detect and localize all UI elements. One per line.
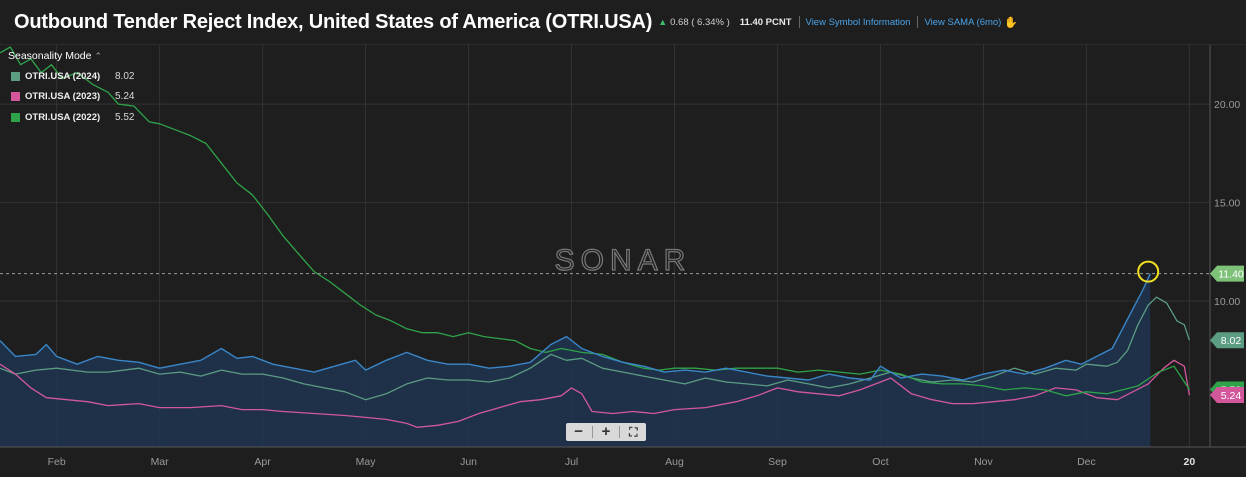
chart-header: Outbound Tender Reject Index, United Sta… — [0, 0, 1246, 45]
x-tick-label: Apr — [254, 456, 271, 468]
x-tick-label: Jun — [460, 456, 477, 468]
legend: Seasonality Mode ⌃ OTRI.USA (2024) 8.02 O… — [8, 50, 134, 128]
zoom-in-button[interactable]: + — [601, 423, 611, 440]
highlight-circle — [1137, 260, 1160, 283]
separator — [917, 16, 919, 28]
separator — [619, 426, 621, 438]
x-tick-label: Nov — [974, 456, 993, 468]
series-area-current — [0, 273, 1151, 447]
separator — [798, 16, 800, 28]
series-layer — [0, 46, 1191, 447]
x-tick-label: 20 — [1184, 456, 1196, 468]
x-tick-label: Dec — [1077, 456, 1096, 468]
zoom-out-button[interactable]: − — [574, 423, 583, 440]
chevron-up-icon: ⌃ — [94, 51, 103, 61]
current-value: 11.40 PCNT — [739, 16, 792, 28]
series-line-2023 — [0, 359, 1191, 428]
legend-item-name: OTRI.USA (2022) — [25, 111, 101, 123]
legend-item-value: 8.02 — [115, 70, 135, 82]
separator — [591, 426, 593, 438]
up-arrow-icon: ▲ — [658, 17, 668, 27]
series-line-2022 — [0, 46, 1190, 397]
x-tick-label: Jul — [565, 456, 578, 468]
legend-swatch — [11, 112, 20, 122]
y-tick-label: 15.00 — [1214, 198, 1240, 210]
x-tick-label: Mar — [151, 456, 170, 468]
x-tick-label: Sep — [768, 456, 787, 468]
change-value: 0.68 ( 6.34% ) — [670, 16, 730, 28]
legend-item-name: OTRI.USA (2024) — [25, 70, 101, 82]
tag-2024: 8.02 — [1210, 332, 1244, 349]
tag-2024-bg — [1210, 332, 1244, 349]
tag-2023-text: 5.24 — [1221, 390, 1242, 402]
tag-current-bg — [1210, 265, 1244, 282]
fit-screen-button[interactable]: ⛶ — [629, 425, 638, 439]
tag-2024-text: 8.02 — [1221, 335, 1242, 347]
x-tick-label: May — [356, 456, 377, 468]
legend-item-value: 5.24 — [115, 91, 135, 103]
x-tick-label: Aug — [665, 456, 684, 468]
series-line-2024 — [0, 296, 1191, 401]
view-symbol-info-link[interactable]: View Symbol Information — [805, 16, 911, 28]
y-tick-label: 10.00 — [1214, 296, 1240, 308]
sonar-watermark: SONAR — [555, 244, 692, 277]
legend-swatch — [11, 92, 20, 102]
legend-item-2024[interactable]: OTRI.USA (2024) 8.02 — [8, 66, 134, 87]
tag-2023: 5.24 — [1210, 386, 1244, 403]
series-line-current — [0, 273, 1151, 381]
tag-current: 11.40 — [1210, 265, 1244, 282]
seasonality-mode-toggle[interactable]: Seasonality Mode ⌃ — [8, 50, 134, 62]
legend-item-2022[interactable]: OTRI.USA (2022) 5.52 — [8, 107, 134, 128]
tag-current-text: 11.40 — [1218, 269, 1244, 281]
seasonality-mode-label: Seasonality Mode — [8, 50, 92, 62]
legend-swatch — [11, 71, 20, 81]
legend-item-name: OTRI.USA (2023) — [25, 91, 101, 103]
legend-item-2023[interactable]: OTRI.USA (2023) 5.24 — [8, 87, 134, 108]
sama-hand-icon[interactable]: ✋ — [1004, 16, 1019, 29]
chart-title: Outbound Tender Reject Index, United Sta… — [14, 10, 653, 33]
zoom-controls: − + ⛶ — [566, 423, 646, 441]
grid-layer — [0, 45, 1210, 447]
view-sama-link[interactable]: View SAMA (6mo) — [924, 16, 1002, 28]
legend-item-value: 5.52 — [115, 111, 135, 123]
x-tick-label: Feb — [48, 456, 66, 468]
tag-2023-bg — [1210, 386, 1244, 403]
axis-layer: 10.00 15.00 20.00 Feb Mar Apr May Jun Jul Aug Sep O… — [0, 45, 1246, 468]
x-tick-label: Oct — [872, 456, 888, 468]
y-tick-label: 20.00 — [1214, 99, 1240, 111]
